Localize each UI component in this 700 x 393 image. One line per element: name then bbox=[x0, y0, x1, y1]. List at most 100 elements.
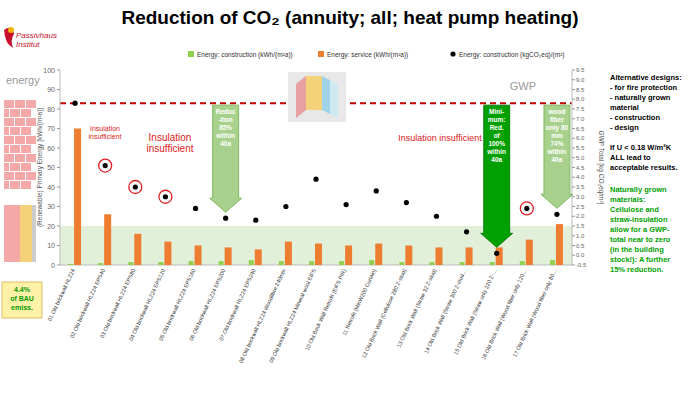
annotation: -tion bbox=[219, 116, 233, 123]
y-tick-label: 100 bbox=[43, 67, 55, 74]
bar bbox=[550, 260, 555, 265]
plot-area bbox=[68, 101, 563, 265]
bar bbox=[345, 246, 352, 266]
logo-text: Passivhaus bbox=[16, 31, 57, 40]
x-tick-label: 06 Old brickwall HLZ24 EPS200 bbox=[188, 268, 227, 342]
wall-brick bbox=[4, 205, 20, 262]
annotation: within bbox=[547, 148, 567, 155]
arrow bbox=[541, 105, 573, 208]
y2-tick-label: 7.0 bbox=[576, 116, 585, 122]
point bbox=[344, 202, 349, 207]
y-tick-label: 30 bbox=[47, 203, 55, 210]
brick bbox=[26, 118, 36, 126]
point bbox=[434, 214, 439, 219]
point bbox=[193, 206, 198, 211]
bar bbox=[496, 247, 503, 265]
x-tick-label: 17 Old Brick Wall (Wood fiber only 80… bbox=[512, 268, 558, 358]
bar bbox=[219, 261, 224, 265]
x-tick-label: 11 Retrofit (MinW200 Curtain) bbox=[341, 268, 377, 337]
point bbox=[313, 177, 318, 182]
sidebar-conclusion: allow for a GWP- bbox=[610, 225, 670, 234]
annotation: fiber bbox=[550, 116, 565, 123]
point bbox=[524, 206, 529, 211]
bar bbox=[255, 249, 262, 265]
bar bbox=[189, 261, 194, 265]
brick bbox=[15, 172, 25, 180]
y2-tick-label: 5.5 bbox=[576, 145, 585, 151]
brick bbox=[26, 136, 36, 144]
y2-tick-label: 9.0 bbox=[576, 77, 585, 83]
bar bbox=[285, 242, 292, 265]
picture-frame bbox=[288, 72, 346, 122]
brick bbox=[10, 181, 20, 189]
y2-tick-label: 9.5 bbox=[576, 67, 585, 73]
bar bbox=[164, 242, 171, 265]
y2-tick bbox=[572, 235, 575, 236]
bar bbox=[134, 234, 141, 265]
point bbox=[253, 218, 258, 223]
point bbox=[404, 200, 409, 205]
annotation: Mini- bbox=[489, 108, 504, 115]
bar bbox=[460, 262, 465, 265]
legend-text: Energy: service (kWh/(m²a)) bbox=[327, 51, 408, 59]
y-tick-label: 20 bbox=[47, 223, 55, 230]
brick bbox=[4, 118, 14, 126]
brick bbox=[15, 100, 25, 108]
y2-tick-label: 8.5 bbox=[576, 87, 585, 93]
y2-tick bbox=[572, 196, 575, 197]
legend-swatch bbox=[188, 51, 194, 57]
sidebar-conclusion: 15% reduction. bbox=[610, 265, 663, 274]
y2-tick-label: 2.0 bbox=[576, 213, 585, 219]
bar bbox=[375, 244, 382, 265]
annotation: 40a bbox=[220, 140, 231, 147]
legend-swatch bbox=[318, 51, 324, 57]
y-label: (Renewable) Primary Energy [kWh/(m²a)] bbox=[36, 108, 44, 227]
y2-tick-label: 3.0 bbox=[576, 194, 585, 200]
annotation: mum: bbox=[488, 116, 506, 123]
y-tick-label: 40 bbox=[47, 184, 55, 191]
y2-tick-label: 3.5 bbox=[576, 184, 585, 190]
legend-text: Energy: construction (kgCO₂eq)/(m²) bbox=[459, 51, 564, 59]
bar bbox=[405, 246, 412, 266]
annotation: 4.4% bbox=[14, 286, 31, 293]
legend-text: Energy: construction (kWh/(m²a)) bbox=[197, 51, 293, 59]
point bbox=[374, 188, 379, 193]
brick bbox=[21, 145, 31, 153]
y2-tick-label: 4.5 bbox=[576, 165, 585, 171]
bar bbox=[315, 244, 322, 265]
y2-tick-label: 5.0 bbox=[576, 155, 585, 161]
brick bbox=[4, 145, 9, 153]
x-tick-label: 07 Old brickwall HLZ24 EPS240 bbox=[218, 268, 257, 342]
brick bbox=[15, 118, 25, 126]
bar bbox=[435, 247, 442, 265]
sidebar-text: - naturally grown bbox=[610, 93, 671, 102]
y2-tick bbox=[572, 216, 575, 217]
brick bbox=[10, 145, 20, 153]
annotation: Reduc bbox=[216, 108, 236, 115]
point bbox=[163, 194, 168, 199]
brick bbox=[26, 154, 36, 162]
y2-tick bbox=[572, 255, 575, 256]
logo-text: Institut bbox=[16, 40, 40, 49]
bar bbox=[249, 260, 254, 265]
bau-box bbox=[2, 282, 42, 318]
bar bbox=[98, 263, 103, 265]
sidebar-text: - for fire protection bbox=[610, 83, 678, 92]
wall-render bbox=[32, 205, 36, 262]
y2-header: GWP bbox=[510, 80, 536, 92]
y2-tick bbox=[572, 118, 575, 119]
brick bbox=[4, 163, 9, 171]
sidebar-conclusion: stock!): A further bbox=[610, 255, 670, 264]
bar bbox=[490, 262, 495, 265]
annotation: only 80 bbox=[546, 124, 569, 132]
sidebar-text: ALL lead to bbox=[610, 153, 651, 162]
sidebar-text: If U < 0.18 W/m²K bbox=[610, 143, 672, 152]
y-tick bbox=[57, 226, 60, 227]
background bbox=[0, 0, 700, 393]
brick bbox=[4, 154, 14, 162]
y2-tick-label: 6.5 bbox=[576, 126, 585, 132]
y2-tick bbox=[572, 245, 575, 246]
y2-tick bbox=[572, 70, 575, 71]
sidebar-text: - construction bbox=[610, 113, 660, 122]
bar bbox=[466, 247, 473, 265]
